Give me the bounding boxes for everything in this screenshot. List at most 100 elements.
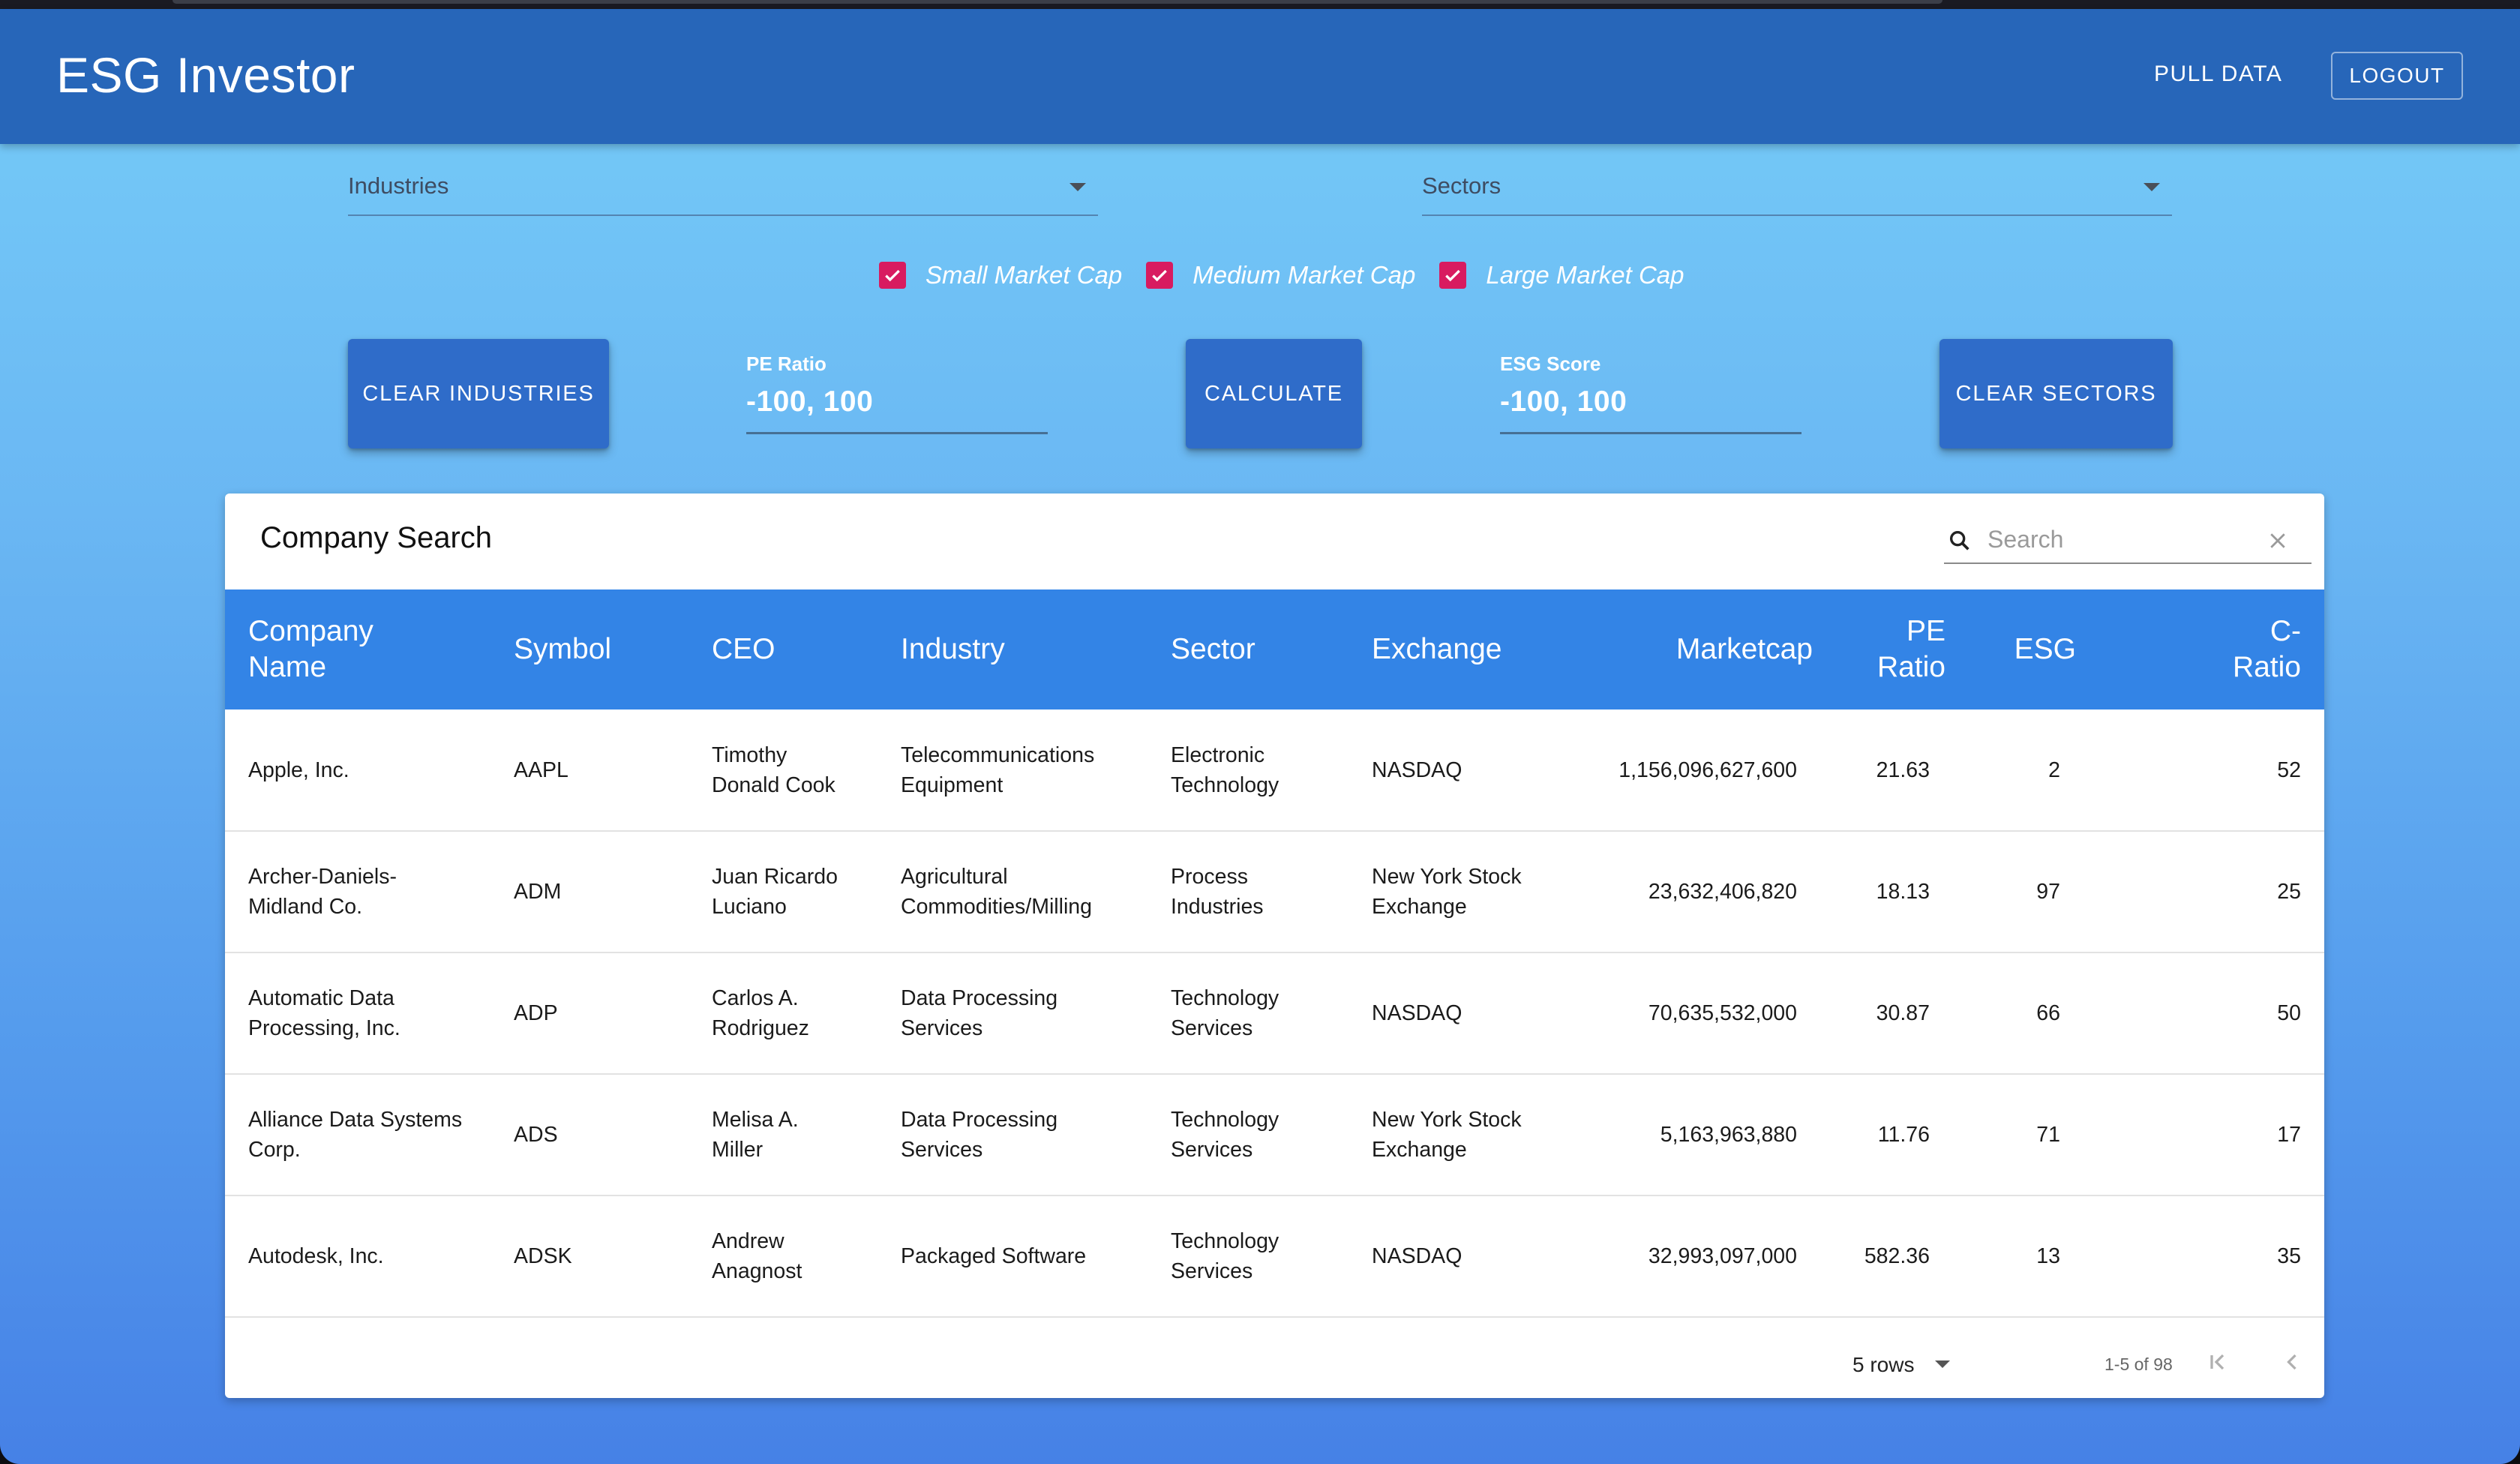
pe-ratio-field[interactable]: PE Ratio -100, 100 <box>746 351 1048 434</box>
cell-marketcap: 23,632,406,820 <box>1648 880 1797 904</box>
search-box[interactable] <box>1944 520 2312 564</box>
cell-ceo: Juan Ricardo Luciano <box>712 865 838 919</box>
checkbox-checked-icon[interactable] <box>1439 262 1467 289</box>
cell-c-ratio: 50 <box>2277 1001 2301 1025</box>
table-row[interactable]: Automatic Data Processing, Inc. ADP Carlo… <box>225 952 2324 1074</box>
table-row[interactable]: Alliance Data Systems Corp. ADS Melisa A.… <box>225 1074 2324 1196</box>
cell-esg: 13 <box>2036 1244 2060 1268</box>
column-header-marketcap[interactable]: Marketcap <box>1676 633 1813 665</box>
small-market-cap-checkbox[interactable]: Small Market Cap <box>879 261 1122 290</box>
esg-score-field[interactable]: ESG Score -100, 100 <box>1500 351 1802 434</box>
table-row[interactable]: Autodesk, Inc. ADSK Andrew Anagnost Packa… <box>225 1196 2324 1317</box>
cell-company-name: Alliance Data Systems Corp. <box>248 1108 463 1162</box>
cell-symbol: ADP <box>514 1001 558 1025</box>
previous-page-icon[interactable] <box>2278 1348 2306 1379</box>
cell-industry: Telecommunications Equipment <box>901 742 1095 797</box>
clear-industries-button[interactable]: CLEAR INDUSTRIES <box>348 339 609 448</box>
cell-exchange: NASDAQ <box>1372 1244 1462 1268</box>
column-header-sector[interactable]: Sector <box>1171 633 1256 665</box>
cell-marketcap: 1,156,096,627,600 <box>1618 758 1797 782</box>
cell-exchange: NASDAQ <box>1372 758 1462 782</box>
cell-exchange: NASDAQ <box>1372 1001 1462 1025</box>
column-header-exchange[interactable]: Exchange <box>1372 633 1502 665</box>
browser-top-strip <box>0 0 2520 9</box>
cell-esg: 71 <box>2036 1123 2060 1147</box>
app-bar: ESG Investor PULL DATA LOGOUT <box>0 9 2520 144</box>
cell-esg: 66 <box>2036 1001 2060 1025</box>
cell-company-name: Archer-Daniels- Midland Co. <box>248 865 397 919</box>
medium-market-cap-checkbox[interactable]: Medium Market Cap <box>1146 261 1415 290</box>
checkbox-label: Small Market Cap <box>926 261 1123 289</box>
cell-pe-ratio: 11.76 <box>1877 1123 1930 1147</box>
large-market-cap-checkbox[interactable]: Large Market Cap <box>1439 261 1684 290</box>
cell-company-name: Automatic Data Processing, Inc. <box>248 986 400 1040</box>
cell-ceo: Carlos A. Rodriguez <box>712 986 809 1040</box>
cell-ceo: Andrew Anagnost <box>712 1229 802 1283</box>
logout-button[interactable]: LOGOUT <box>2331 52 2463 100</box>
sectors-select[interactable]: Sectors <box>1422 154 2172 216</box>
rows-per-page-select[interactable]: 5 rows <box>1852 1353 1915 1376</box>
cell-exchange: New York Stock Exchange <box>1372 1108 1522 1162</box>
cell-pe-ratio: 582.36 <box>1864 1244 1930 1268</box>
esg-score-value[interactable]: -100, 100 <box>1500 386 1628 418</box>
chevron-down-icon[interactable] <box>1935 1360 1950 1368</box>
cell-industry: Data Processing Services <box>901 1108 1058 1162</box>
industries-select[interactable]: Industries <box>348 154 1098 216</box>
cell-esg: 2 <box>2048 758 2060 782</box>
chevron-down-icon <box>1070 183 1086 191</box>
cell-exchange: New York Stock Exchange <box>1372 865 1522 919</box>
column-header-pe-ratio[interactable]: PE Ratio <box>1876 615 1946 683</box>
search-icon <box>1947 528 1972 557</box>
cell-c-ratio: 35 <box>2277 1244 2301 1268</box>
table-row[interactable]: Apple, Inc. AAPL Timothy Donald Cook Tele… <box>225 710 2324 831</box>
pe-ratio-value[interactable]: -100, 100 <box>746 386 874 418</box>
pe-ratio-label: PE Ratio <box>746 352 826 375</box>
cell-company-name: Apple, Inc. <box>248 758 350 782</box>
calculate-button[interactable]: CALCULATE <box>1186 339 1362 448</box>
cell-sector: Electronic Technology <box>1171 742 1280 797</box>
checkbox-checked-icon[interactable] <box>879 262 906 289</box>
checkbox-label: Medium Market Cap <box>1192 261 1416 289</box>
clear-sectors-button[interactable]: CLEAR SECTORS <box>1940 339 2173 448</box>
pull-data-button[interactable]: PULL DATA <box>2154 62 2283 86</box>
cell-company-name: Autodesk, Inc. <box>248 1244 384 1268</box>
cell-sector: Process Industries <box>1171 865 1264 919</box>
cell-industry: Packaged Software <box>901 1244 1087 1268</box>
cell-sector: Technology Services <box>1171 986 1280 1040</box>
cell-symbol: ADM <box>514 880 562 904</box>
cell-marketcap: 70,635,532,000 <box>1648 1001 1797 1025</box>
sectors-select-label: Sectors <box>1422 172 1502 199</box>
cell-industry: Data Processing Services <box>901 986 1058 1040</box>
checkbox-checked-icon[interactable] <box>1146 262 1174 289</box>
cell-marketcap: 32,993,097,000 <box>1648 1244 1797 1268</box>
first-page-icon[interactable] <box>2205 1348 2232 1379</box>
cell-symbol: ADS <box>514 1123 558 1147</box>
page-range: 1-5 of 98 <box>2104 1354 2173 1374</box>
search-input[interactable] <box>1986 525 2259 554</box>
column-header-esg[interactable]: ESG <box>2014 633 2076 665</box>
industries-select-label: Industries <box>348 172 449 199</box>
column-header-ceo[interactable]: CEO <box>712 633 776 665</box>
cell-ceo: Timothy Donald Cook <box>712 742 836 797</box>
market-cap-checkboxes: Small Market Cap Medium Market Cap Large… <box>879 261 1708 290</box>
column-header-symbol[interactable]: Symbol <box>514 633 612 665</box>
clear-search-icon[interactable] <box>2266 530 2289 556</box>
cell-marketcap: 5,163,963,880 <box>1660 1123 1797 1147</box>
column-header-industry[interactable]: Industry <box>901 633 1005 665</box>
pagination-bar: 5 rows 1-5 of 98 <box>225 1326 2324 1398</box>
cell-pe-ratio: 21.63 <box>1876 758 1930 782</box>
column-header-company-name[interactable]: Company Name <box>248 615 374 683</box>
table-row[interactable]: Archer-Daniels- Midland Co. ADM Juan Rica… <box>225 831 2324 952</box>
esg-score-label: ESG Score <box>1500 352 1601 375</box>
cell-pe-ratio: 18.13 <box>1876 880 1930 904</box>
chevron-down-icon <box>2144 183 2160 191</box>
card-title: Company Search <box>260 521 493 554</box>
checkbox-label: Large Market Cap <box>1486 261 1684 289</box>
cell-c-ratio: 17 <box>2277 1123 2301 1147</box>
column-header-c-ratio[interactable]: C- Ratio <box>2232 615 2301 683</box>
cell-symbol: AAPL <box>514 758 568 782</box>
cell-sector: Technology Services <box>1171 1108 1280 1162</box>
cell-c-ratio: 25 <box>2277 880 2301 904</box>
